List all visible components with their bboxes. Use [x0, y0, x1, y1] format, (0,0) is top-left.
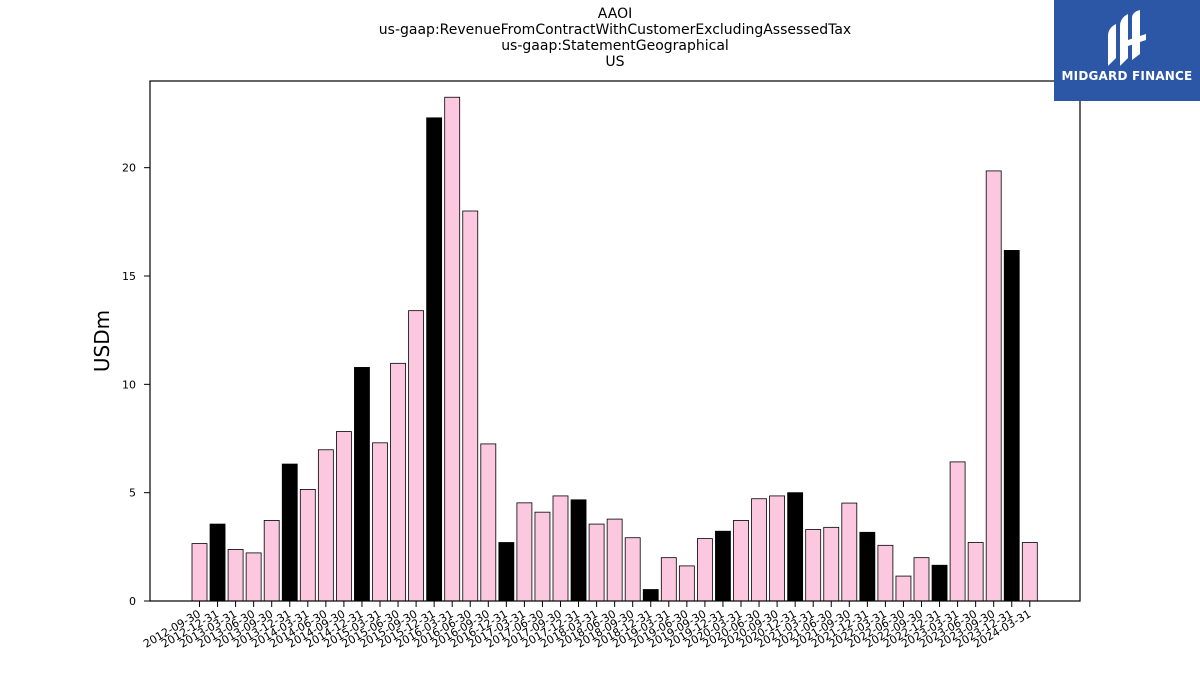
bar-2015-12-31: [426, 117, 443, 602]
bar-2019-03-31: [660, 557, 677, 602]
bar-2023-03-31: [949, 461, 966, 602]
bar-2019-12-31: [715, 530, 731, 602]
chart-title: AAOI us-gaap:RevenueFromContractWithCust…: [150, 6, 1080, 70]
bar-2022-06-30: [895, 575, 912, 602]
bar-2022-03-31: [877, 544, 894, 602]
bar-2015-06-30: [390, 362, 406, 602]
bar-2016-09-30: [480, 443, 497, 602]
bar-2012-12-31: [209, 523, 226, 602]
bar-2023-12-31: [1003, 250, 1020, 602]
y-tick-label-5: 5: [129, 487, 136, 500]
bar-2020-09-30: [769, 495, 785, 602]
bar-2015-03-31: [372, 442, 388, 602]
bar-2013-09-30: [263, 520, 280, 602]
logo-text: MIDGARD FINANCE: [1061, 69, 1193, 83]
bar-2014-03-31: [299, 489, 316, 602]
bar-2018-03-31: [588, 523, 605, 602]
y-tick-label-20: 20: [122, 162, 136, 175]
bar-2023-06-30: [967, 542, 984, 602]
bar-2024-03-31: [1021, 542, 1038, 602]
bar-2021-03-31: [805, 529, 822, 602]
bar-2018-06-30: [606, 518, 623, 602]
bar-2013-03-31: [227, 549, 244, 602]
y-tick-label-15: 15: [122, 270, 136, 283]
title-axis: us-gaap:StatementGeographical: [501, 38, 729, 54]
title-ticker: AAOI: [597, 6, 633, 22]
bar-2016-06-30: [462, 210, 479, 602]
bar-2012-09-30: [191, 543, 208, 602]
bar-2022-09-30: [913, 557, 930, 602]
bar-2020-03-31: [733, 520, 749, 602]
bar-2023-09-30: [985, 170, 1002, 602]
y-tick-label-0: 0: [129, 595, 136, 608]
bar-2017-03-31: [516, 502, 533, 602]
bar-2018-12-31: [642, 589, 659, 602]
bar-2016-12-31: [498, 542, 515, 602]
bar-2015-09-30: [408, 310, 425, 602]
bar-2021-06-30: [823, 526, 840, 602]
bar-2014-09-30: [335, 431, 352, 602]
bar-2017-06-30: [534, 511, 551, 602]
bar-2019-09-30: [697, 538, 713, 602]
bar-2020-06-30: [751, 498, 767, 602]
title-concept: us-gaap:RevenueFromContractWithCustomerE…: [378, 22, 852, 38]
bar-2022-12-31: [931, 564, 948, 602]
bar-2019-06-30: [678, 565, 695, 602]
bar-2021-09-30: [841, 502, 858, 602]
title-member: US: [605, 54, 625, 70]
bar-2013-06-30: [245, 552, 262, 602]
bar-2021-12-31: [859, 531, 876, 602]
y-tick-label-10: 10: [122, 378, 136, 391]
midgard-logo-icon: [1108, 10, 1146, 66]
bar-2013-12-31: [281, 463, 298, 602]
bar-2016-03-31: [444, 96, 461, 602]
bar-2014-12-31: [354, 367, 370, 602]
bar-2014-06-30: [317, 449, 334, 602]
midgard-finance-logo: MIDGARD FINANCE: [1054, 0, 1200, 101]
bar-2020-12-31: [787, 492, 804, 602]
bar-2018-09-30: [624, 537, 641, 602]
bar-2017-09-30: [552, 495, 569, 602]
y-axis-label: USDm: [90, 310, 114, 372]
bar-2017-12-31: [570, 499, 587, 602]
